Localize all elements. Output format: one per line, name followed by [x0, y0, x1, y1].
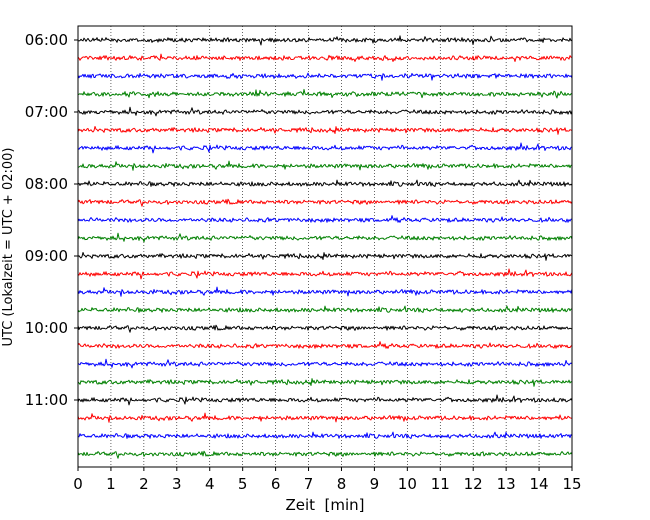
- x-tick-label: 7: [304, 475, 314, 493]
- trace-0815: [77, 198, 573, 207]
- y-tick-label: 08:00: [25, 175, 68, 193]
- x-tick-label: 8: [337, 475, 347, 493]
- x-tick-label: 2: [139, 475, 149, 493]
- x-tick-label: 14: [530, 475, 549, 493]
- x-tick-label: 0: [73, 475, 83, 493]
- trace-1030: [77, 358, 573, 369]
- seismic-traces: [77, 35, 573, 459]
- trace-1000: [77, 324, 573, 333]
- trace-1145: [77, 450, 573, 459]
- y-axis-ticks: 06:00 07:00 08:00 09:00 10:00 11:00: [25, 31, 78, 409]
- y-tick-label: 09:00: [25, 247, 68, 265]
- trace-0700: [77, 106, 573, 117]
- plot-frame: [77, 25, 573, 468]
- trace-1130: [77, 431, 573, 439]
- trace-1045: [77, 378, 573, 387]
- x-tick-label: 12: [464, 475, 483, 493]
- x-tick-label: 10: [398, 475, 417, 493]
- y-tick-label: 10:00: [25, 319, 68, 337]
- trace-0630: [77, 72, 573, 81]
- x-tick-label: 1: [106, 475, 116, 493]
- trace-0745: [77, 160, 573, 171]
- x-tick-label: 15: [562, 475, 581, 493]
- trace-0715: [77, 125, 573, 135]
- x-tick-label: 11: [431, 475, 450, 493]
- x-axis-ticks: 0 1 2 3 4 5 6 7 8 9 10 11 12 13 14 15: [73, 467, 582, 493]
- x-tick-label: 13: [497, 475, 516, 493]
- trace-0945: [77, 305, 573, 313]
- trace-0915: [77, 268, 573, 280]
- x-tick-label: 4: [205, 475, 215, 493]
- x-tick-label: 9: [370, 475, 380, 493]
- trace-0600: [77, 35, 573, 46]
- x-tick-label: 5: [238, 475, 248, 493]
- trace-0845: [77, 232, 573, 243]
- trace-0800: [77, 179, 573, 187]
- trace-1115: [77, 412, 573, 423]
- x-axis-label: Zeit [min]: [285, 496, 364, 514]
- trace-0645: [77, 88, 573, 99]
- trace-0900: [77, 251, 573, 261]
- x-tick-label: 6: [271, 475, 281, 493]
- x-tick-label: 3: [172, 475, 182, 493]
- trace-0930: [77, 286, 573, 297]
- trace-0615: [77, 53, 573, 63]
- trace-1015: [77, 341, 573, 349]
- trace-0830: [77, 215, 573, 223]
- y-tick-label: 06:00: [25, 31, 68, 49]
- y-axis-label: UTC (Lokalzeit = UTC + 02:00): [1, 148, 16, 347]
- y-tick-label: 11:00: [25, 391, 68, 409]
- y-tick-label: 07:00: [25, 103, 68, 121]
- trace-1100: [77, 394, 573, 406]
- trace-0730: [77, 142, 573, 154]
